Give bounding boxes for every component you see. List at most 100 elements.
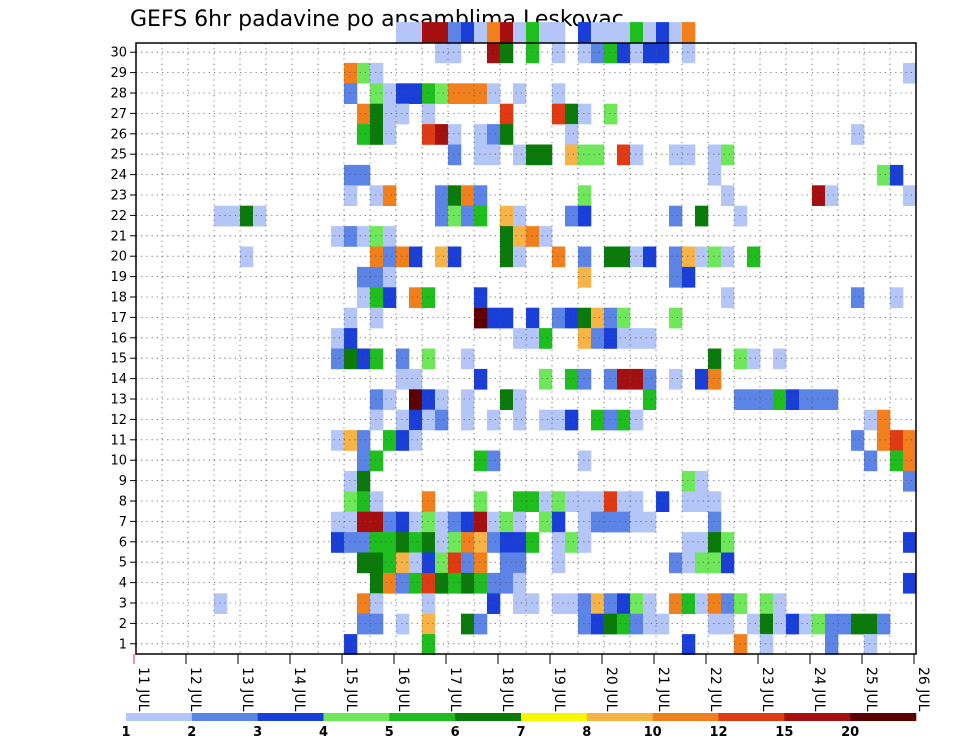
heatmap-cell <box>695 491 709 512</box>
x-tick-label: 13 JUL <box>239 667 255 712</box>
y-tick-label: 19 <box>110 270 127 285</box>
heatmap-cell <box>422 572 436 594</box>
heatmap-cell <box>396 348 410 370</box>
heatmap-cell <box>435 532 449 553</box>
heatmap-cell <box>578 103 592 125</box>
legend-swatch <box>850 713 917 721</box>
heatmap-cell <box>565 144 579 166</box>
heatmap-cell <box>448 185 462 206</box>
heatmap-cell <box>344 634 358 655</box>
heatmap-cell <box>643 613 657 635</box>
heatmap-cell <box>591 511 605 533</box>
heatmap-cell <box>643 328 657 349</box>
heatmap-cell <box>448 511 462 533</box>
heatmap-cell <box>617 144 631 166</box>
y-tick-label: 30 <box>110 46 127 61</box>
heatmap-cell <box>500 22 514 43</box>
heatmap-cell <box>487 450 501 472</box>
y-tick-label: 13 <box>110 393 127 408</box>
heatmap-cell <box>487 572 501 594</box>
legend-swatch <box>257 713 324 721</box>
heatmap-cell <box>240 205 254 227</box>
heatmap-cell <box>903 572 917 594</box>
heatmap-cell <box>734 389 748 410</box>
heatmap-cell <box>877 430 891 451</box>
y-tick-label: 15 <box>110 352 127 367</box>
heatmap-cell <box>604 613 618 635</box>
heatmap-cell <box>734 593 748 614</box>
x-tick-label: 15 JUL <box>343 667 359 712</box>
heatmap-cell <box>487 83 501 104</box>
color-legend: 1 2 3 4 5 6 7 8 10 12 15 20 <box>121 713 917 740</box>
heatmap-cell <box>500 307 514 329</box>
heatmap-cell <box>513 552 527 574</box>
legend-swatch <box>191 713 258 721</box>
heatmap-cell <box>474 307 488 329</box>
heatmap-cell <box>552 552 566 574</box>
heatmap-cell <box>617 491 631 512</box>
legend-label: 2 <box>187 725 196 740</box>
heatmap-cell <box>578 266 592 288</box>
heatmap-cell <box>630 511 644 533</box>
heatmap-cell <box>773 389 787 410</box>
heatmap-cell <box>864 450 878 472</box>
heatmap-cell <box>357 450 371 472</box>
heatmap-cell <box>890 430 904 451</box>
heatmap-cell <box>474 552 488 574</box>
heatmap-cell <box>760 593 774 614</box>
heatmap-cell <box>383 572 397 594</box>
heatmap-cell <box>669 368 683 390</box>
x-tick-label: 17 JUL <box>447 667 463 712</box>
heatmap-cell <box>500 389 514 410</box>
heatmap-cell <box>370 83 384 104</box>
heatmap-cell <box>526 42 540 64</box>
heatmap-cell <box>708 164 722 186</box>
heatmap-cell <box>396 430 410 451</box>
heatmap-cell <box>617 22 631 43</box>
heatmap-cell <box>487 42 501 64</box>
heatmap-cell <box>435 409 449 431</box>
heatmap-cell <box>539 511 553 533</box>
heatmap-cell <box>825 185 839 206</box>
heatmap-cell <box>422 532 436 553</box>
heatmap-cell <box>448 124 462 145</box>
heatmap-cell <box>617 511 631 533</box>
heatmap-cell <box>331 532 345 553</box>
heatmap-cell <box>591 328 605 349</box>
heatmap-cell <box>825 389 839 410</box>
heatmap-cell <box>552 307 566 329</box>
heatmap-cell <box>474 22 488 43</box>
heatmap-cell <box>591 593 605 614</box>
heatmap-cell <box>370 348 384 370</box>
heatmap-cell <box>422 409 436 431</box>
heatmap-cell <box>448 246 462 268</box>
heatmap-cell <box>396 409 410 431</box>
heatmap-cell <box>812 389 826 410</box>
heatmap-cell <box>448 42 462 64</box>
heatmap-cell <box>526 491 540 512</box>
heatmap-cell <box>448 205 462 227</box>
heatmap-cell <box>409 246 423 268</box>
heatmap-cell <box>630 42 644 64</box>
heatmap-cell <box>344 83 358 104</box>
heatmap-cell <box>409 552 423 574</box>
heatmap-cell <box>539 144 553 166</box>
x-tick-label: 24 JUL <box>811 667 827 712</box>
heatmap-cell <box>604 42 618 64</box>
heatmap-cell <box>344 470 358 492</box>
y-tick-label: 17 <box>110 311 127 326</box>
heatmap-cell <box>357 430 371 451</box>
heatmap-cell <box>500 226 514 247</box>
heatmap-cell <box>903 470 917 492</box>
heatmap-cell <box>799 613 813 635</box>
heatmap-cell <box>877 164 891 186</box>
gridlines <box>136 43 916 654</box>
heatmap-cell <box>448 572 462 594</box>
heatmap-cell <box>422 389 436 410</box>
heatmap-cell <box>708 552 722 574</box>
heatmap-cell <box>578 613 592 635</box>
heatmap-cell <box>565 491 579 512</box>
y-tick-label: 8 <box>119 495 127 510</box>
heatmap-cell <box>682 144 696 166</box>
heatmap-cell <box>669 246 683 268</box>
